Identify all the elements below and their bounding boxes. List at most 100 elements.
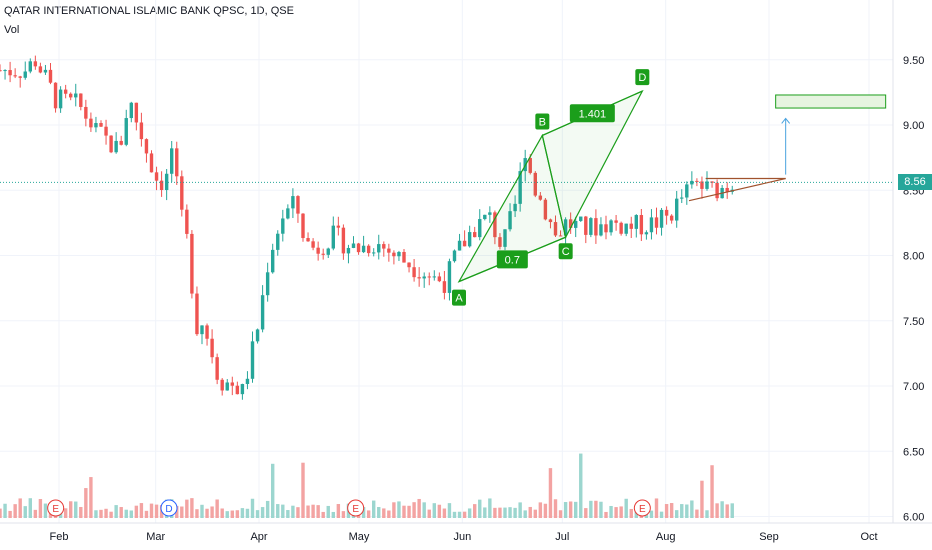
candle-body — [533, 172, 537, 196]
candle-body — [392, 252, 396, 257]
candle-body — [437, 276, 442, 282]
candle-body — [654, 217, 659, 228]
candle-body — [422, 276, 426, 279]
candle-body — [316, 247, 320, 254]
volume-bar — [538, 502, 543, 518]
candle-body — [685, 184, 689, 198]
pattern-point-label: A — [455, 293, 463, 305]
volume-bar — [139, 503, 144, 518]
volume-bar — [361, 507, 366, 518]
volume-bar — [341, 511, 346, 518]
y-tick-label: 9.50 — [903, 55, 924, 67]
volume-bar — [321, 511, 325, 518]
volume-bar — [84, 488, 88, 518]
volume-bar — [609, 505, 613, 518]
volume-bar — [190, 498, 194, 518]
candle-body — [301, 213, 305, 239]
x-tick-label: Apr — [250, 531, 267, 543]
volume-bar — [710, 465, 714, 518]
volume-bar — [558, 510, 563, 518]
volume-bar — [402, 505, 406, 518]
y-tick-label: 6.50 — [903, 446, 924, 458]
volume-bar — [548, 468, 553, 518]
candle-body — [614, 220, 618, 223]
volume-bar — [397, 501, 401, 518]
volume-bar — [563, 502, 568, 518]
candle-body — [351, 243, 356, 248]
volume-bar — [89, 477, 93, 518]
triangle-bottom-line — [688, 177, 786, 202]
candle-body — [675, 198, 679, 221]
x-tick-label: Aug — [656, 531, 676, 543]
candle-body — [43, 69, 48, 73]
volume-bar — [276, 504, 280, 518]
volume-bar — [225, 511, 229, 518]
pattern-point-A — [452, 289, 466, 306]
volume-bar — [331, 511, 335, 518]
candle-body — [154, 172, 159, 181]
pattern-point-label: D — [638, 72, 646, 84]
volume-bar — [311, 504, 315, 518]
pattern-ratio-label: 1.401 — [579, 108, 607, 120]
earnings-marker-label: E — [52, 504, 59, 515]
volume-bar — [0, 508, 2, 518]
candle-body — [296, 196, 300, 214]
volume-bar — [659, 511, 664, 518]
candle-body — [326, 248, 330, 255]
volume-label: Vol — [4, 24, 20, 36]
volume-bar — [543, 503, 548, 518]
volume-bar — [301, 462, 305, 518]
candle-body — [134, 102, 139, 123]
dividend-marker-label: D — [165, 504, 172, 515]
volume-bar — [240, 508, 245, 518]
candle-body — [473, 232, 477, 238]
volume-bar — [144, 510, 149, 518]
candle-body — [190, 233, 194, 294]
x-tick-label: May — [349, 531, 370, 543]
candle-body — [649, 217, 654, 233]
volume-bar — [372, 500, 376, 518]
x-tick-label: Jul — [555, 531, 569, 543]
candle-body — [185, 209, 189, 234]
candle-body — [548, 219, 553, 223]
volume-bar — [528, 506, 532, 518]
volume-bar — [200, 504, 204, 518]
volume-bar — [634, 511, 638, 518]
pattern-ratio-box — [496, 250, 528, 269]
candle-body — [366, 245, 371, 254]
pattern-ratio-box — [569, 104, 615, 123]
chart-title: QATAR INTERNATIONAL ISLAMIC BANK QPSC, 1… — [4, 5, 294, 17]
volume-bar — [427, 509, 431, 518]
candle-body — [594, 218, 598, 236]
volume-bar — [79, 506, 83, 518]
candle-body — [225, 382, 229, 391]
candle-body — [240, 384, 245, 395]
candle-body — [609, 220, 613, 233]
volume-bar — [271, 463, 275, 518]
candle-body — [104, 126, 108, 136]
candle-body — [705, 181, 709, 189]
candle-body — [336, 225, 341, 228]
volume-bar — [245, 508, 250, 518]
target-box — [775, 94, 887, 109]
candle-body — [361, 245, 366, 253]
x-tick-label: Jun — [453, 531, 471, 543]
volume-bar — [119, 507, 123, 518]
candle-body — [255, 329, 260, 342]
volume-bar — [180, 506, 184, 518]
volume-bar — [503, 507, 507, 518]
volume-bar — [326, 505, 330, 518]
volume-bar — [33, 509, 38, 518]
volume-bar — [579, 453, 583, 518]
candle-body — [377, 244, 381, 253]
volume-bar — [584, 508, 588, 518]
candle-body — [639, 215, 644, 235]
candle-body — [74, 93, 78, 98]
candle-body — [397, 251, 401, 257]
candle-body — [265, 272, 270, 296]
volume-bar — [675, 510, 679, 518]
volume-bar — [154, 504, 159, 518]
volume-bar — [407, 505, 411, 518]
volume-bar — [533, 509, 537, 518]
